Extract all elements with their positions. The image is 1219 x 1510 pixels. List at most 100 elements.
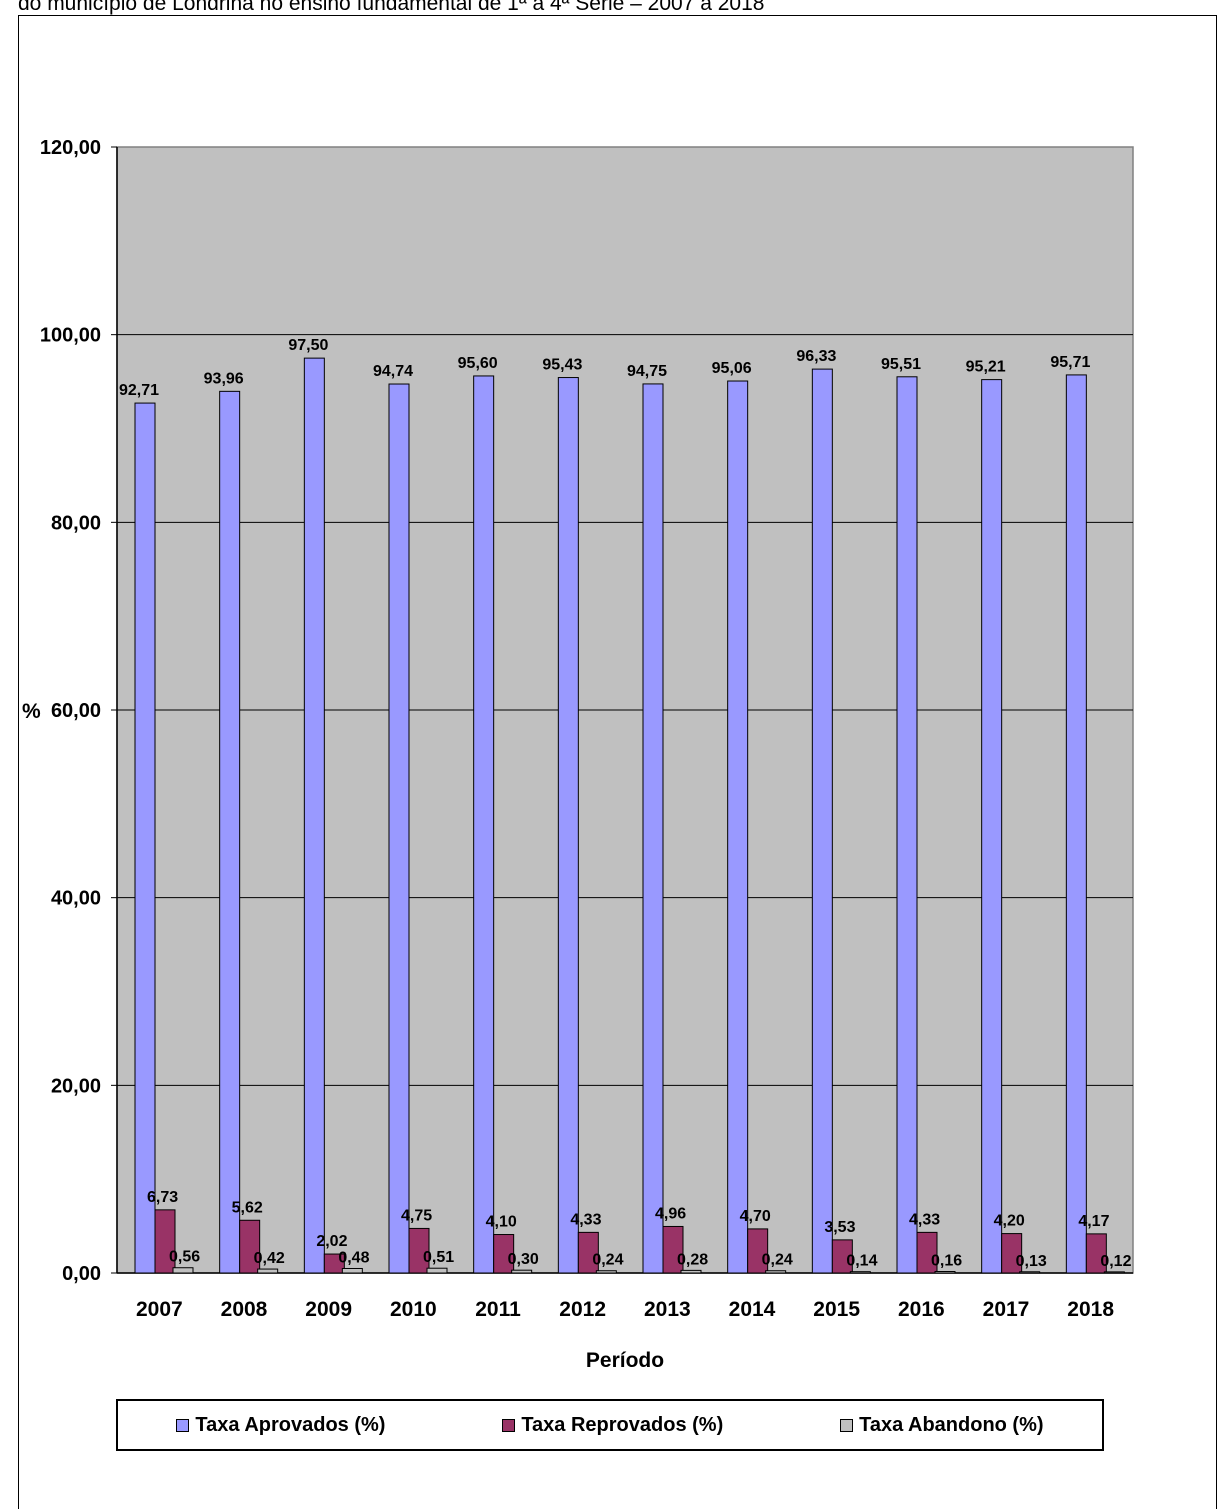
data-label-aprovados: 95,21 (966, 359, 1006, 376)
bar-abandono (257, 1268, 279, 1274)
bar-reprovados (323, 1253, 345, 1274)
data-label-abandono: 0,28 (677, 1251, 708, 1268)
bar-aprovados (473, 375, 495, 1274)
data-label-abandono: 0,24 (592, 1252, 623, 1269)
bar-aprovados (557, 377, 579, 1274)
x-category-label: 2014 (729, 1298, 776, 1321)
data-label-reprovados: 4,75 (401, 1207, 432, 1224)
data-label-reprovados: 6,73 (147, 1189, 178, 1206)
x-category-label: 2015 (813, 1298, 860, 1321)
bar-reprovados (831, 1239, 853, 1274)
bar-reprovados (1001, 1233, 1023, 1274)
data-label-reprovados: 5,62 (232, 1199, 263, 1216)
data-label-reprovados: 4,70 (740, 1208, 771, 1225)
x-category-label: 2011 (475, 1298, 521, 1321)
data-label-abandono: 0,30 (508, 1251, 539, 1268)
chart-title: do município de Londrina no ensino funda… (18, 0, 765, 15)
y-tick-label: 100,00 (40, 325, 101, 347)
data-label-reprovados: 4,10 (486, 1214, 517, 1231)
legend-label-reprovados: Taxa Reprovados (%) (521, 1413, 724, 1436)
data-label-aprovados: 92,71 (119, 382, 159, 399)
legend-item-aprovados: Taxa Aprovados (%) (176, 1414, 385, 1437)
data-label-aprovados: 95,43 (542, 357, 582, 374)
data-label-reprovados: 4,33 (909, 1211, 940, 1228)
bar-abandono (426, 1267, 448, 1274)
bar-aprovados (642, 383, 664, 1274)
x-category-label: 2012 (559, 1298, 606, 1321)
bar-abandono (511, 1269, 533, 1274)
y-tick-label: 120,00 (40, 137, 101, 159)
y-tick-label: 40,00 (51, 888, 101, 910)
x-axis-label: Período (586, 1349, 664, 1372)
x-category-label: 2009 (305, 1298, 352, 1321)
bar-aprovados (811, 368, 833, 1274)
x-category-label: 2008 (221, 1298, 268, 1321)
data-label-abandono: 0,24 (762, 1252, 793, 1269)
data-label-aprovados: 95,51 (881, 356, 921, 373)
data-label-abandono: 0,51 (423, 1249, 454, 1266)
bar-reprovados (408, 1227, 430, 1274)
bar-reprovados (493, 1234, 515, 1274)
legend-item-reprovados: Taxa Reprovados (%) (502, 1414, 723, 1437)
legend-item-abandono: Taxa Abandono (%) (840, 1413, 1044, 1437)
legend-swatch-aprovados (176, 1418, 190, 1432)
data-label-abandono: 0,12 (1100, 1253, 1131, 1270)
legend-swatch-reprovados (502, 1418, 516, 1432)
chart-legend: Taxa Aprovados (%) Taxa Reprovados (%) T… (116, 1399, 1104, 1451)
data-label-abandono: 0,16 (931, 1252, 962, 1269)
data-label-aprovados: 96,33 (796, 348, 836, 365)
bar-reprovados (916, 1231, 938, 1274)
bar-reprovados (662, 1225, 684, 1274)
bar-aprovados (1065, 374, 1087, 1274)
data-label-abandono: 0,13 (1016, 1253, 1047, 1270)
bar-abandono (765, 1270, 787, 1274)
bar-reprovados (154, 1209, 176, 1274)
bar-abandono (1103, 1271, 1125, 1274)
bar-reprovados (1085, 1233, 1107, 1274)
bar-aprovados (896, 376, 918, 1274)
data-label-abandono: 0,42 (254, 1250, 285, 1267)
y-axis-label: % (22, 700, 41, 723)
bar-aprovados (219, 390, 241, 1274)
legend-label-abandono: Taxa Abandono (%) (859, 1413, 1044, 1436)
bar-aprovados (134, 402, 156, 1274)
bar-abandono (1019, 1271, 1041, 1274)
bar-abandono (595, 1270, 617, 1274)
data-label-reprovados: 4,33 (570, 1211, 601, 1228)
legend-swatch-abandono (840, 1418, 854, 1432)
x-category-label: 2013 (644, 1298, 691, 1321)
data-label-aprovados: 97,50 (288, 337, 328, 354)
y-tick-label: 60,00 (51, 700, 101, 722)
data-label-reprovados: 4,17 (1078, 1213, 1109, 1230)
data-label-aprovados: 93,96 (204, 370, 244, 387)
chart-frame (18, 15, 1217, 1509)
x-category-label: 2010 (390, 1298, 437, 1321)
bar-aprovados (727, 380, 749, 1274)
y-tick-label: 80,00 (51, 512, 101, 534)
data-label-aprovados: 95,60 (458, 355, 498, 372)
x-category-label: 2017 (983, 1298, 1030, 1321)
data-label-reprovados: 2,02 (316, 1233, 347, 1250)
y-tick-label: 20,00 (51, 1075, 101, 1097)
data-label-aprovados: 95,06 (712, 360, 752, 377)
bar-abandono (934, 1270, 956, 1274)
bar-aprovados (303, 357, 325, 1274)
bar-abandono (341, 1267, 363, 1274)
x-category-label: 2016 (898, 1298, 945, 1321)
bar-reprovados (747, 1228, 769, 1274)
data-label-aprovados: 94,75 (627, 363, 667, 380)
x-category-label: 2007 (136, 1298, 183, 1321)
data-label-abandono: 0,14 (846, 1253, 877, 1270)
bar-aprovados (388, 383, 410, 1274)
data-label-abandono: 0,48 (338, 1249, 369, 1266)
data-label-reprovados: 4,20 (994, 1213, 1025, 1230)
bar-reprovados (577, 1231, 599, 1274)
bar-abandono (172, 1267, 194, 1274)
bar-aprovados (981, 379, 1003, 1274)
data-label-reprovados: 3,53 (824, 1219, 855, 1236)
bar-abandono (849, 1271, 871, 1274)
data-label-abandono: 0,56 (169, 1249, 200, 1266)
data-label-aprovados: 94,74 (373, 363, 413, 380)
data-label-aprovados: 95,71 (1050, 354, 1090, 371)
